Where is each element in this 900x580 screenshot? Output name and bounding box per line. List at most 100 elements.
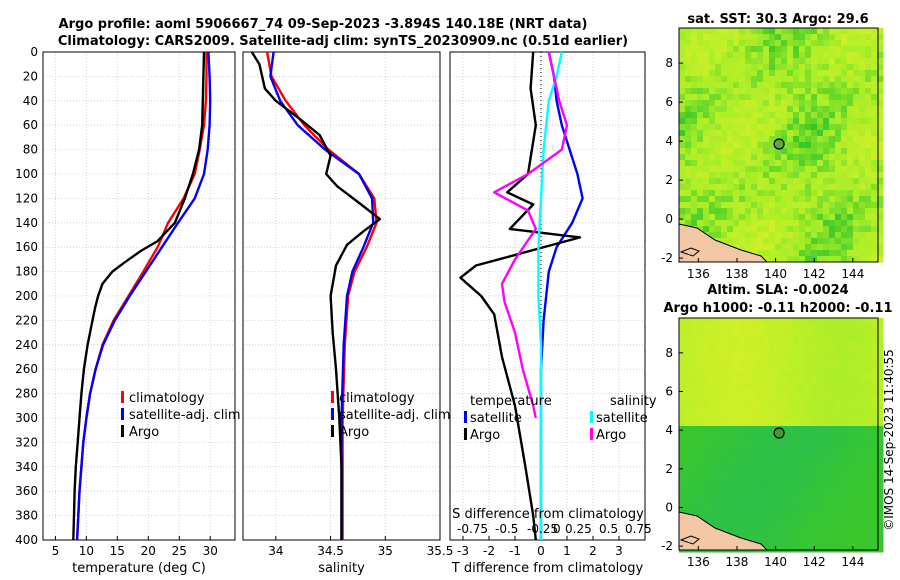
- map-cell: [775, 220, 782, 227]
- map-cell: [691, 220, 698, 227]
- map-cell: [787, 154, 794, 161]
- map-cell: [709, 516, 716, 523]
- map-cell: [727, 516, 734, 523]
- map-cell: [763, 420, 770, 427]
- map-cell: [691, 46, 698, 53]
- map-cell: [703, 28, 710, 35]
- map-cell: [841, 172, 848, 179]
- map-cell: [805, 106, 812, 113]
- map-cell: [811, 82, 818, 89]
- map-cell: [697, 94, 704, 101]
- map-cell: [781, 148, 788, 155]
- map-cell: [691, 510, 698, 517]
- map-cell: [769, 70, 776, 77]
- map-cell: [847, 474, 854, 481]
- map-cell: [823, 142, 830, 149]
- map-cell: [859, 250, 866, 257]
- map-cell: [691, 64, 698, 71]
- map-cell: [769, 330, 776, 337]
- map-cell: [799, 184, 806, 191]
- map-cell: [841, 504, 848, 511]
- map-cell: [853, 546, 860, 553]
- map-cell: [715, 94, 722, 101]
- map-cell: [715, 402, 722, 409]
- map-cell: [829, 46, 836, 53]
- map-cell: [685, 318, 692, 325]
- map-cell: [787, 220, 794, 227]
- map-cell: [691, 414, 698, 421]
- map-cell: [727, 468, 734, 475]
- map-cell: [793, 88, 800, 95]
- map-cell: [781, 504, 788, 511]
- map-cell: [859, 208, 866, 215]
- map-cell: [811, 330, 818, 337]
- map-cell: [757, 148, 764, 155]
- map-cell: [745, 444, 752, 451]
- map-cell: [841, 498, 848, 505]
- map-cell: [739, 444, 746, 451]
- map-cell: [853, 504, 860, 511]
- map-cell: [685, 34, 692, 41]
- map-cell: [811, 426, 818, 433]
- map-cell: [835, 474, 842, 481]
- map-cell: [793, 384, 800, 391]
- map-cell: [727, 82, 734, 89]
- map-cell: [835, 112, 842, 119]
- map-cell: [697, 202, 704, 209]
- map-cell: [709, 426, 716, 433]
- map-cell: [787, 112, 794, 119]
- map-cell: [871, 40, 878, 47]
- map-cell: [811, 336, 818, 343]
- map-cell: [877, 58, 884, 65]
- map-x-tick-label: 140: [764, 267, 787, 281]
- map-cell: [781, 208, 788, 215]
- map-cell: [751, 462, 758, 469]
- map-cell: [781, 360, 788, 367]
- map-y-tick-label: 0: [665, 500, 673, 514]
- map-cell: [799, 112, 806, 119]
- map-cell: [805, 94, 812, 101]
- map-cell: [775, 154, 782, 161]
- map-cell: [781, 336, 788, 343]
- map-cell: [703, 154, 710, 161]
- map-cell: [793, 148, 800, 155]
- map-cell: [727, 40, 734, 47]
- map-cell: [877, 40, 884, 47]
- map-cell: [829, 148, 836, 155]
- map-cell: [835, 118, 842, 125]
- map-cell: [697, 378, 704, 385]
- map-cell: [745, 456, 752, 463]
- map-cell: [823, 348, 830, 355]
- map-cell: [817, 100, 824, 107]
- map-cell: [805, 366, 812, 373]
- map-cell: [775, 46, 782, 53]
- map-cell: [805, 226, 812, 233]
- map-cell: [769, 492, 776, 499]
- map-cell: [685, 348, 692, 355]
- map-x-tick-label: 136: [687, 555, 710, 569]
- map-cell: [775, 40, 782, 47]
- map-cell: [715, 124, 722, 131]
- map-cell: [835, 226, 842, 233]
- map-cell: [697, 510, 704, 517]
- map-cell: [721, 408, 728, 415]
- map-cell: [703, 330, 710, 337]
- map-cell: [679, 202, 686, 209]
- map-cell: [787, 70, 794, 77]
- map-cell: [751, 94, 758, 101]
- map-cell: [745, 534, 752, 541]
- map-cell: [775, 384, 782, 391]
- map-cell: [685, 390, 692, 397]
- map-cell: [799, 238, 806, 245]
- map-cell: [793, 82, 800, 89]
- map-cell: [679, 498, 686, 505]
- map-cell: [871, 426, 878, 433]
- map-cell: [721, 112, 728, 119]
- x-tick-label: 30: [203, 544, 218, 558]
- map-cell: [757, 100, 764, 107]
- map-cell: [853, 384, 860, 391]
- map-cell: [865, 130, 872, 137]
- map-cell: [727, 178, 734, 185]
- map-cell: [847, 154, 854, 161]
- map-cell: [775, 372, 782, 379]
